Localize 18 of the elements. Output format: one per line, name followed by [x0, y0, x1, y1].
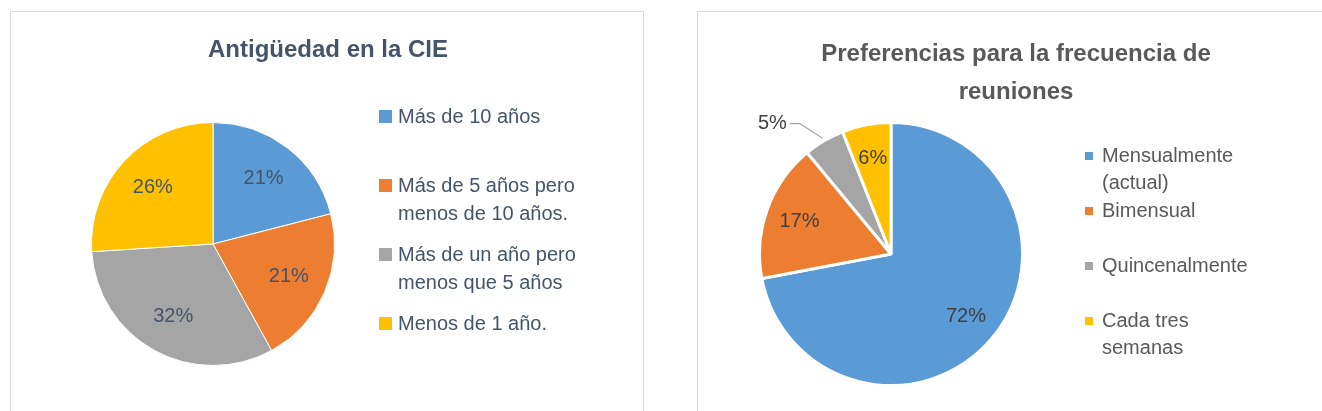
data-label: 72% — [945, 303, 987, 326]
legend-label: Más de 10 años — [398, 104, 541, 129]
chart-title: Preferencias para la frecuencia de reuniones — [820, 38, 1212, 106]
legend-label: Más de 5 años pero menos de 10 años. — [398, 173, 576, 226]
legend-label: Quincenalmente — [1102, 253, 1248, 278]
legend-label: Menos de 1 año. — [398, 311, 547, 336]
data-label: 32% — [153, 303, 194, 326]
chart-title: Antigüedad en la CIE — [207, 34, 449, 64]
data-label: 21% — [268, 264, 310, 287]
legend-label: Cada tres semanas — [1102, 308, 1190, 360]
data-label: 17% — [779, 208, 820, 231]
data-label: 26% — [132, 174, 173, 197]
data-label: 5% — [757, 111, 788, 134]
legend-label: Mensualmente (actual) — [1102, 143, 1235, 195]
data-label: 21% — [243, 166, 284, 189]
legend-label: Bimensual — [1102, 198, 1196, 223]
legend-label: Más de un año pero menos que 5 años — [398, 242, 577, 295]
data-label: 6% — [858, 145, 888, 168]
